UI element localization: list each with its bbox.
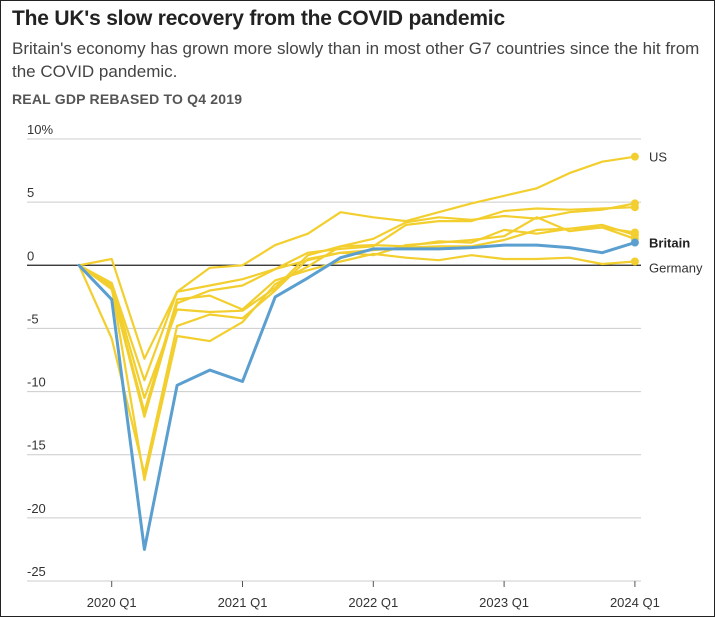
x-tick-label: 2024 Q1 (610, 595, 660, 610)
x-tick-label: 2022 Q1 (348, 595, 398, 610)
series-line (77, 226, 637, 360)
x-tick-label: 2023 Q1 (479, 595, 529, 610)
chart-subtitle: Britain's economy has grown more slowly … (12, 39, 700, 81)
series-line (77, 206, 637, 418)
y-tick-label: -25 (27, 564, 46, 579)
gridlines (27, 138, 641, 582)
series-line (77, 223, 637, 482)
series-line (77, 216, 637, 475)
series-lines (77, 155, 637, 551)
end-marker-britain (630, 238, 639, 247)
y-tick-label: 0 (27, 248, 34, 263)
end-marker-us (630, 152, 639, 161)
x-tick-label: 2020 Q1 (87, 595, 137, 610)
end-label-us: US (649, 150, 667, 165)
end-label-germany: Germany (649, 260, 703, 275)
series-end-markers (630, 152, 639, 266)
y-axis-tick-labels: 10% 5 0 -5 -10 -15 -20 -25 (27, 122, 53, 579)
y-axis-title: REAL GDP REBASED TO Q4 2019 (12, 91, 243, 107)
end-label-britain: Britain (649, 236, 690, 251)
series-line-britain (77, 241, 637, 551)
end-marker (630, 203, 639, 212)
y-tick-label: -15 (27, 438, 46, 453)
series-line (77, 202, 637, 399)
chart-title: The UK's slow recovery from the COVID pa… (12, 7, 505, 30)
x-axis-ticks: 2020 Q1 2021 Q1 2022 Q1 2023 Q1 2024 Q1 (87, 581, 660, 610)
y-tick-label: -10 (27, 375, 46, 390)
series-end-labels: US Germany Britain (649, 150, 703, 276)
y-tick-label: 10% (27, 122, 53, 137)
y-tick-label: 5 (27, 185, 34, 200)
end-marker (630, 228, 639, 237)
series-line-germany (77, 252, 637, 413)
y-tick-label: -20 (27, 501, 46, 516)
series-line-us (77, 155, 637, 382)
x-tick-label: 2021 Q1 (218, 595, 268, 610)
y-tick-label: -5 (27, 311, 39, 326)
end-marker-germany (630, 257, 639, 266)
